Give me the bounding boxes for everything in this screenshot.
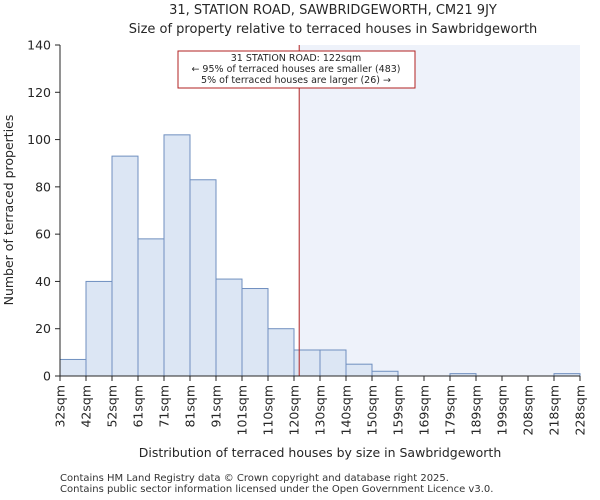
y-tick-label: 100 [27,132,51,147]
x-tick-label: 91sqm [209,385,224,428]
chart-title: 31, STATION ROAD, SAWBRIDGEWORTH, CM21 9… [169,3,497,18]
bar-42sqm [85,280,113,377]
annotation-line2: ← 95% of terraced houses are smaller (48… [191,64,400,75]
annotation-line3: 5% of terraced houses are larger (26) → [201,75,391,86]
bar-140sqm [345,363,373,377]
x-tick-label: 208sqm [521,385,536,435]
annotation-border [177,50,416,89]
x-tick-label: 189sqm [469,385,484,435]
x-axis-label: Distribution of terraced houses by size … [139,445,502,460]
x-tick-label: 52sqm [105,385,120,428]
x-tick-label: 218sqm [547,385,562,435]
x-tick-label: 42sqm [79,385,94,428]
annotation-box: 31 STATION ROAD: 122sqm ← 95% of terrace… [177,50,416,89]
x-tick-label: 199sqm [495,385,510,435]
footer-line2: Contains public sector information licen… [60,484,494,495]
x-tick-label: 130sqm [313,385,328,435]
x-tick-label: 150sqm [365,385,380,435]
x-tick-label: 110sqm [261,385,276,435]
bar-130sqm [319,349,347,377]
x-tick-label: 140sqm [339,385,354,435]
bar-71sqm [163,134,191,377]
bar-120sqm [293,349,321,377]
annotation-line1: 31 STATION ROAD: 122sqm [231,53,362,64]
bar-81sqm [189,179,217,377]
bar-150sqm [371,370,399,377]
bar-32sqm [59,358,87,377]
x-tick-label: 71sqm [157,385,172,428]
x-tick-label: 101sqm [235,385,250,435]
x-tick-label: 120sqm [287,385,302,435]
x-tick-label: 179sqm [443,385,458,435]
x-tick-label: 169sqm [417,385,432,435]
x-tick-label: 81sqm [183,385,198,428]
footer: Contains HM Land Registry data © Crown c… [60,473,493,495]
y-tick-label: 140 [27,38,51,53]
y-tick-label: 20 [35,321,51,336]
bar-61sqm [137,238,165,377]
y-tick-label: 0 [43,369,51,384]
bar-group [59,134,581,377]
y-ticks: 0 20 40 60 80 100 120 140 [27,38,60,384]
x-ticks: 32sqm 42sqm 52sqm 61sqm 71sqm 81sqm 91sqm 101sq… [53,376,588,435]
axes: 0 20 40 60 80 100 120 140 32sqm 42sqm 52sqm 61sqm 7… [27,38,587,436]
bar-52sqm [111,155,139,377]
footer-line1: Contains HM Land Registry data © Crown c… [60,473,449,484]
y-tick-label: 120 [27,85,51,100]
x-tick-label: 61sqm [131,385,146,428]
bar-110sqm [267,328,295,377]
x-tick-label: 159sqm [391,385,406,435]
x-tick-label: 228sqm [573,385,588,435]
y-tick-label: 80 [35,179,51,194]
histogram-chart: 31, STATION ROAD, SAWBRIDGEWORTH, CM21 9… [1,3,588,460]
bar-101sqm [241,288,269,377]
y-axis-label: Number of terraced properties [1,115,16,306]
chart-subtitle: Size of property relative to terraced ho… [129,22,538,37]
x-tick-label: 32sqm [53,385,68,428]
bar-91sqm [215,278,243,377]
y-tick-label: 60 [35,227,51,242]
y-tick-label: 40 [35,274,51,289]
larger-region-shade [299,45,580,376]
